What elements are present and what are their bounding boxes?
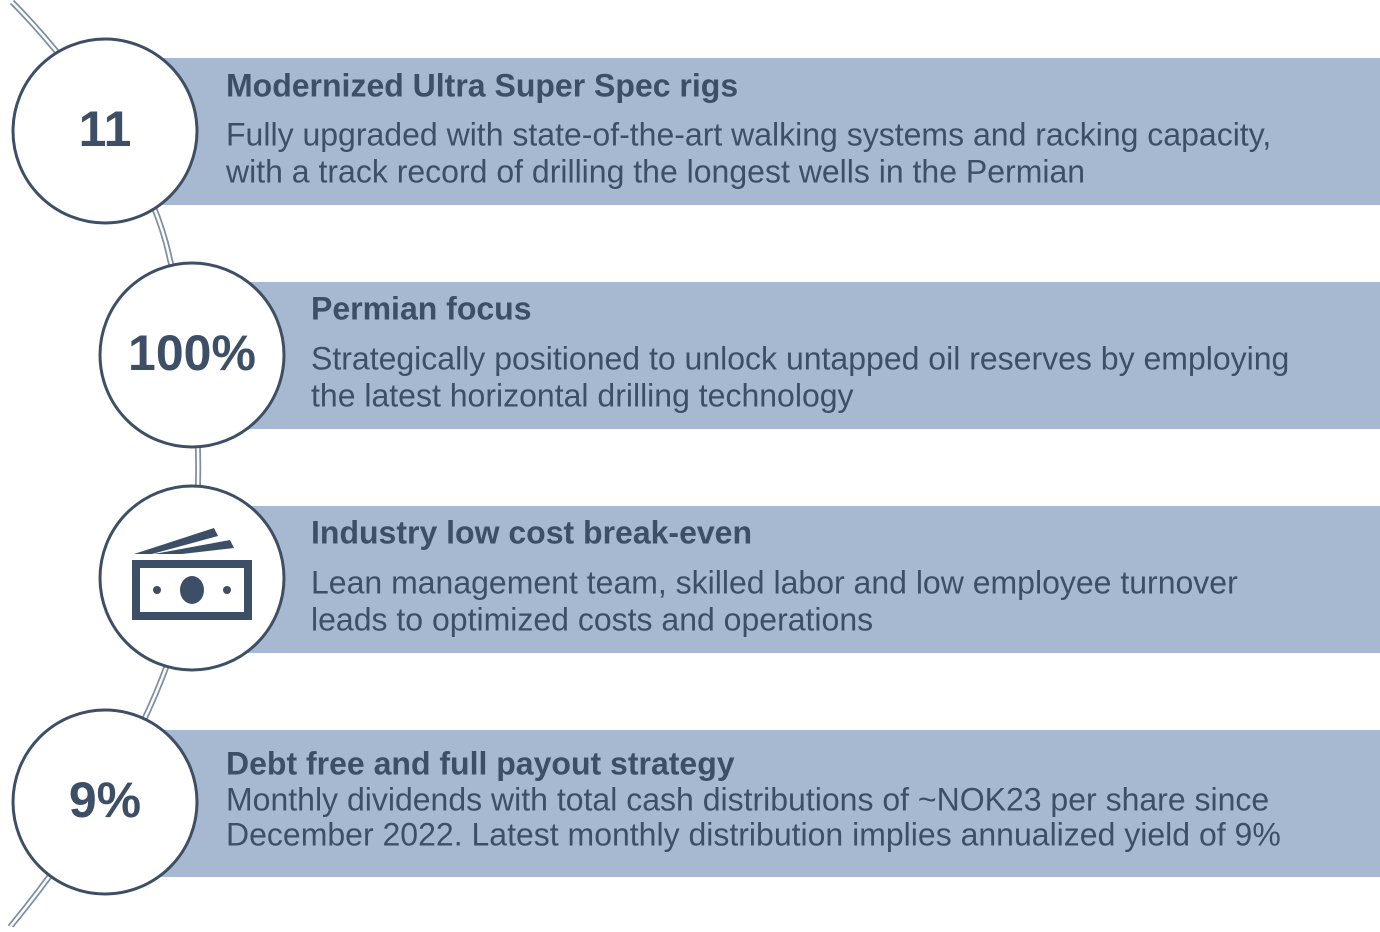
item-description: leads to optimized costs and operations xyxy=(311,601,873,637)
band xyxy=(192,282,1380,429)
bill-mid xyxy=(154,540,234,554)
item-description: Lean management team, skilled labor and … xyxy=(311,564,1238,600)
bill-back xyxy=(134,528,218,554)
badge-circle xyxy=(98,261,286,449)
band xyxy=(105,58,1380,205)
bill-dot xyxy=(223,586,231,594)
item-description: Strategically positioned to unlock untap… xyxy=(311,340,1289,376)
item-description: with a track record of drilling the long… xyxy=(225,153,1085,189)
item-description: December 2022. Latest monthly distributi… xyxy=(226,816,1281,852)
badge-circle xyxy=(11,708,199,896)
item-title: Modernized Ultra Super Spec rigs xyxy=(226,67,738,103)
bill-coin xyxy=(180,576,204,604)
badge-text: 100% xyxy=(128,325,256,381)
item-description: Monthly dividends with total cash distri… xyxy=(226,781,1269,817)
badge-circle xyxy=(11,37,199,225)
item-title: Debt free and full payout strategy xyxy=(226,745,735,781)
band xyxy=(192,506,1380,653)
item-title: Industry low cost break-even xyxy=(311,514,752,550)
item-description: Fully upgraded with state-of-the-art wal… xyxy=(226,116,1271,152)
money-icon xyxy=(132,528,252,620)
badge-text: 9% xyxy=(69,772,141,828)
item-title: Permian focus xyxy=(311,290,532,326)
item-description: the latest horizontal drilling technolog… xyxy=(311,377,854,413)
band xyxy=(105,730,1380,877)
bill-dot xyxy=(153,586,161,594)
items: 11 Modernized Ultra Super Spec rigs Fully … xyxy=(11,37,1380,896)
badge-text: 11 xyxy=(79,101,132,157)
